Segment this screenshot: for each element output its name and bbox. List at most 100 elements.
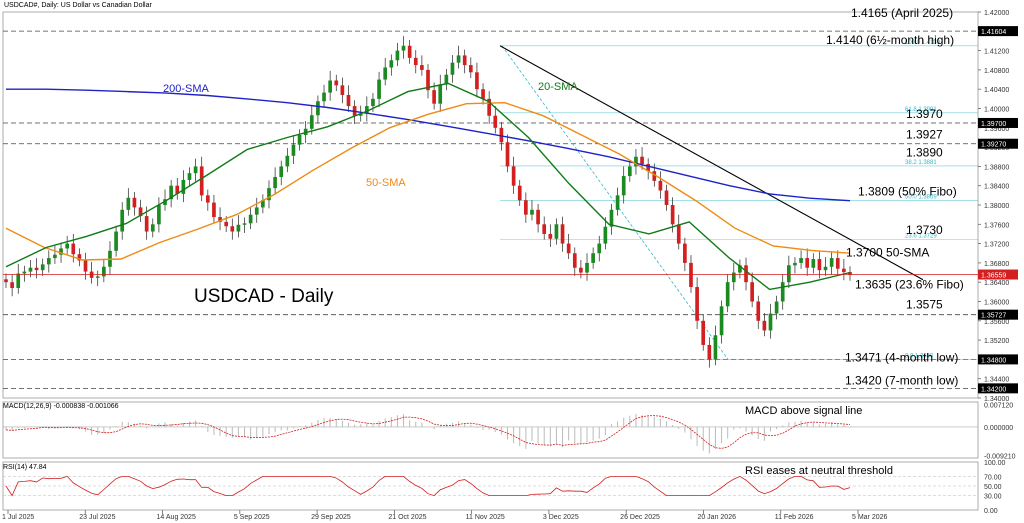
candle-body xyxy=(95,276,100,278)
candle-body xyxy=(193,166,198,174)
candle-body xyxy=(621,176,626,196)
macd-y-tick: 0.000000 xyxy=(984,425,1013,432)
candle-body xyxy=(285,155,290,167)
price-tag-bg xyxy=(978,26,1018,37)
candle-body xyxy=(261,200,265,208)
level-label: 1.3635 (23.6% Fibo) xyxy=(855,278,964,292)
y-tick-label: 1.36400 xyxy=(984,280,1009,287)
candle-body xyxy=(297,135,302,145)
candle-body xyxy=(340,85,345,95)
macd-y-tick: -0.009210 xyxy=(984,454,1016,461)
x-tick-label: 23 Jul 2025 xyxy=(79,514,115,521)
candle-body xyxy=(799,258,803,263)
y-tick-label: 1.34400 xyxy=(984,377,1009,384)
candle-body xyxy=(615,195,620,210)
x-tick-label: 14 Aug 2025 xyxy=(157,514,196,521)
candle-body xyxy=(487,98,491,116)
candle-body xyxy=(242,223,247,225)
price-tag-label: 1.35727 xyxy=(981,313,1006,320)
candle-body xyxy=(175,185,180,194)
candle-body xyxy=(224,221,229,227)
y-tick-label: 1.40000 xyxy=(984,107,1009,114)
candle-body xyxy=(28,267,33,272)
candle-body xyxy=(652,171,657,181)
candle-body xyxy=(695,287,699,321)
candle-body xyxy=(640,156,644,164)
price-tag-label: 1.34800 xyxy=(981,357,1006,364)
candle-body xyxy=(462,55,467,66)
candle-body xyxy=(126,197,131,210)
candle-body xyxy=(71,243,76,255)
price-tag-label: 1.41604 xyxy=(981,29,1006,36)
candle-body xyxy=(187,173,192,180)
candle-body xyxy=(420,65,424,70)
candle-body xyxy=(77,254,82,261)
candle-body xyxy=(114,231,118,251)
candle-body xyxy=(670,205,675,225)
x-tick-label: 1 Jul 2025 xyxy=(2,514,34,521)
candle-body xyxy=(438,84,443,104)
x-tick-label: 5 Mar 2026 xyxy=(852,514,888,521)
candle-body xyxy=(273,177,277,189)
candle-body xyxy=(279,166,284,178)
candle-body xyxy=(823,266,828,271)
candle-body xyxy=(346,94,351,107)
candle-body xyxy=(591,253,595,263)
candle-body xyxy=(248,214,253,224)
candle-body xyxy=(254,207,259,215)
candle-body xyxy=(835,258,840,269)
candle-body xyxy=(230,226,235,232)
price-tag-bg xyxy=(978,138,1018,149)
price-tag-label: 1.39700 xyxy=(981,121,1006,128)
candle-body xyxy=(713,335,718,360)
chart-title: USDCAD#, Daily: US Dollar vs Canadian Do… xyxy=(4,2,152,9)
candle-body xyxy=(542,224,547,234)
candle-body xyxy=(426,69,430,91)
candle-body xyxy=(517,185,522,201)
level-label: 1.3809 (50% Fibo) xyxy=(858,185,957,199)
fibo-diagonal xyxy=(501,45,729,360)
candle-body xyxy=(120,209,125,232)
macd-panel-frame xyxy=(2,401,979,459)
macd-title: MACD(12,26,9) -0.000838 -0.001066 xyxy=(3,403,119,410)
sma50-label: 50-SMA xyxy=(366,177,406,189)
candle-body xyxy=(407,45,412,58)
candle-body xyxy=(334,80,339,86)
x-tick-label: 29 Sep 2025 xyxy=(311,514,351,521)
candle-body xyxy=(848,272,852,275)
candle-body xyxy=(395,50,400,61)
candle-body xyxy=(530,209,534,215)
candle-body xyxy=(475,72,479,90)
macd-signal-line xyxy=(5,415,851,449)
candle-body xyxy=(738,265,742,273)
candle-body xyxy=(199,166,204,196)
candle-body xyxy=(53,254,57,259)
candle-body xyxy=(579,267,583,273)
candle-body xyxy=(774,301,779,314)
candle-body xyxy=(132,197,137,208)
candle-body xyxy=(731,272,736,283)
candle-body xyxy=(328,80,332,93)
x-tick-label: 11 Nov 2025 xyxy=(466,514,505,521)
ma-line-50-sma xyxy=(5,101,851,261)
candle-body xyxy=(548,233,553,239)
y-tick-label: 1.41200 xyxy=(984,49,1009,56)
rsi-y-tick: 30.00 xyxy=(984,494,1002,501)
candle-body xyxy=(150,224,155,232)
candle-body xyxy=(768,313,773,331)
candle-body xyxy=(811,259,816,268)
candle-body xyxy=(157,205,161,225)
candle-body xyxy=(389,60,394,68)
price-panel-frame xyxy=(2,11,979,399)
candle-body xyxy=(444,74,449,85)
candle-body xyxy=(383,67,388,80)
candle-body xyxy=(432,90,436,104)
level-label: 1.4140 (6½-month high) xyxy=(826,33,954,47)
candle-body xyxy=(40,264,45,271)
y-tick-label: 1.34000 xyxy=(984,396,1009,403)
x-tick-label: 21 Oct 2025 xyxy=(388,514,426,521)
price-tag-bg xyxy=(978,117,1018,128)
candle-body xyxy=(805,258,810,268)
candle-body xyxy=(46,258,51,265)
candle-body xyxy=(468,65,473,73)
